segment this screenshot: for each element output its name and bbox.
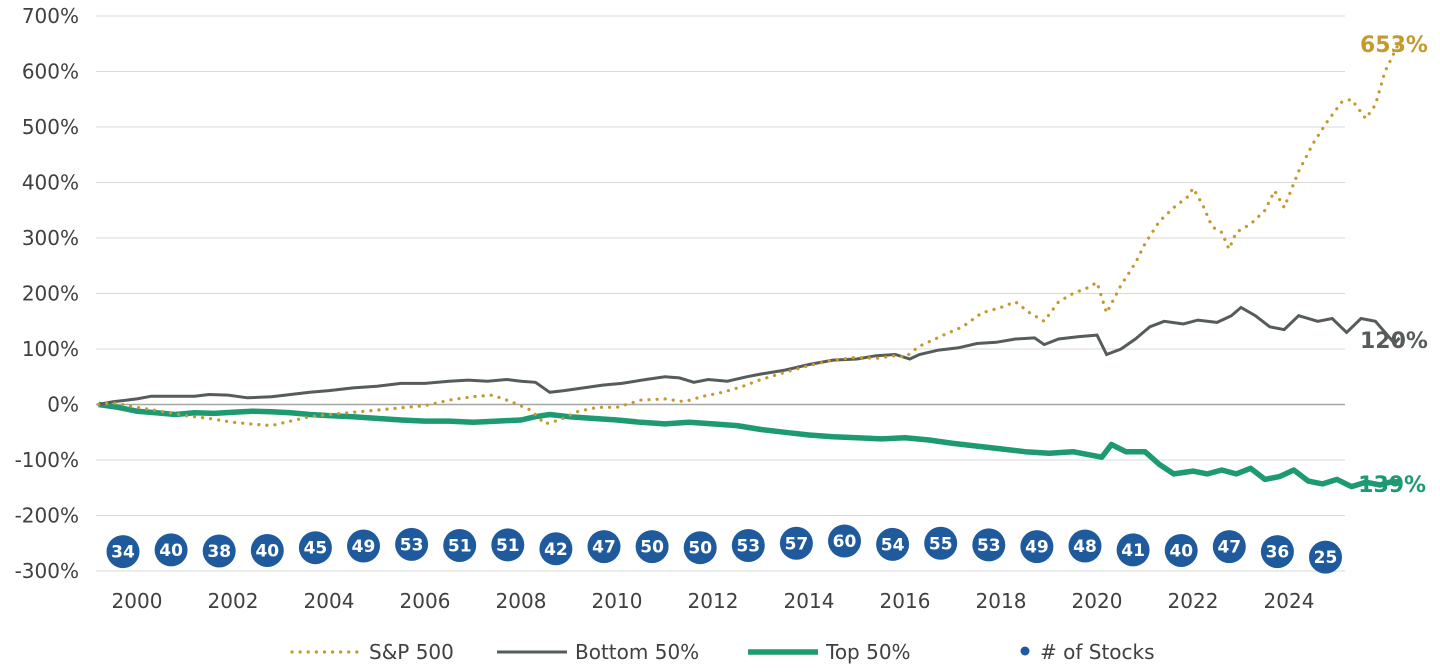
stock-count-bubble [683,531,717,565]
end-label-top-50-: -139% [1349,473,1426,498]
stock-count-label: 34 [111,543,135,563]
y-tick-label: -100% [15,448,79,472]
stock-count-label: 57 [785,534,809,554]
stock-count-label: 36 [1266,543,1290,563]
stock-count-label: 42 [544,540,568,560]
stock-count-bubble [876,527,910,561]
stock-count-bubble [1116,533,1150,567]
legend-label: Top 50% [825,640,911,664]
stock-count-label: 25 [1314,548,1338,568]
x-tick-label: 2022 [1168,589,1219,613]
x-tick-label: 2006 [400,589,451,613]
end-label-s-p-500: 653% [1360,33,1428,58]
x-tick-label: 2024 [1264,589,1315,613]
stock-count-label: 60 [833,532,857,552]
stock-count-bubble [635,530,669,564]
x-axis-ticks: 2000 2002 2004 2006 2008 2010 2012 2014 2016 2018… [112,589,1315,613]
stock-count-bubble [924,526,958,560]
x-tick-label: 2014 [784,589,835,613]
x-tick-label: 2002 [208,589,259,613]
stock-count-label: 53 [977,536,1001,556]
stock-count-bubble [443,528,477,562]
stock-count-bubble [1020,530,1054,564]
stock-count-label: 45 [304,539,328,559]
legend-label: S&P 500 [369,640,454,664]
stock-count-label: 49 [352,537,376,557]
stock-count-bubble [106,535,140,569]
x-tick-label: 2020 [1072,589,1123,613]
end-label-bottom-50-: 120% [1360,329,1428,354]
legend: S&P 500 Bottom 50% Top 50% # of Stocks [290,640,1155,664]
y-tick-label: 300% [22,226,79,250]
y-tick-label: -200% [15,504,79,528]
x-tick-label: 2016 [880,589,931,613]
stock-count-label: 40 [1169,541,1193,561]
stock-count-label: 55 [929,534,953,554]
stock-count-bubbles: 34 40 38 40 45 49 53 51 51 42 47 50 50 53 57 60 54 55 53 49… [106,524,1342,574]
stock-count-label: 47 [1217,538,1241,558]
stock-count-bubble [779,526,813,560]
stock-count-bubble [972,528,1006,562]
stock-count-label: 51 [448,536,472,556]
stock-count-bubble [539,532,573,566]
legend-label: # of Stocks [1040,640,1155,664]
y-tick-label: 100% [22,337,79,361]
x-tick-label: 2010 [592,589,643,613]
stock-count-bubble [1068,529,1102,563]
stock-count-bubble [298,531,332,565]
y-tick-label: 0% [47,393,79,417]
stock-count-bubble [1164,533,1198,567]
stock-count-bubble [1260,535,1294,569]
stock-count-bubble [250,533,284,567]
stock-count-label: 38 [207,542,231,562]
series-line-s-p-500 [97,40,1401,428]
stock-count-bubble [587,530,621,564]
x-tick-label: 2004 [304,589,355,613]
legend-label: Bottom 50% [575,640,699,664]
stock-count-bubble [202,534,236,568]
stock-count-label: 41 [1121,541,1145,561]
series-line-top-50- [98,401,1400,490]
stock-count-label: 49 [1025,538,1049,558]
stock-count-label: 50 [640,538,664,558]
legend-marker [1020,646,1030,656]
stock-count-bubble [154,533,188,567]
stock-count-label: 54 [881,535,905,555]
x-tick-label: 2008 [496,589,547,613]
stock-count-label: 47 [592,538,616,558]
y-tick-label: 500% [22,115,79,139]
series-lines [97,40,1401,490]
stock-count-label: 51 [496,536,520,556]
x-tick-label: 2000 [112,589,163,613]
series-line-bottom-50- [98,305,1401,406]
y-tick-label: 200% [22,282,79,306]
x-tick-label: 2018 [976,589,1027,613]
stock-count-label: 53 [736,536,760,556]
stock-count-label: 40 [159,541,183,561]
grid [96,15,1345,572]
y-tick-label: 700% [22,4,79,28]
stock-count-bubble [491,528,525,562]
stock-count-bubble [1212,530,1246,564]
y-tick-label: -300% [15,559,79,583]
stock-count-bubble [395,527,429,561]
stock-count-bubble [347,529,380,563]
stock-count-label: 53 [400,535,424,555]
stock-count-bubble [828,524,861,558]
stock-count-label: 40 [255,541,279,561]
y-axis-ticks: 700% 600% 500% 400% 300% 200% 100% 0% -100% -200%… [15,4,79,583]
stock-count-bubble [731,528,765,562]
x-tick-label: 2012 [688,589,739,613]
stock-count-bubble [1309,540,1342,574]
y-tick-label: 400% [22,171,79,195]
end-labels: 653% 120% -139% [1349,33,1428,498]
y-tick-label: 600% [22,60,79,84]
stock-count-label: 50 [688,539,712,559]
stock-count-label: 48 [1073,537,1097,557]
